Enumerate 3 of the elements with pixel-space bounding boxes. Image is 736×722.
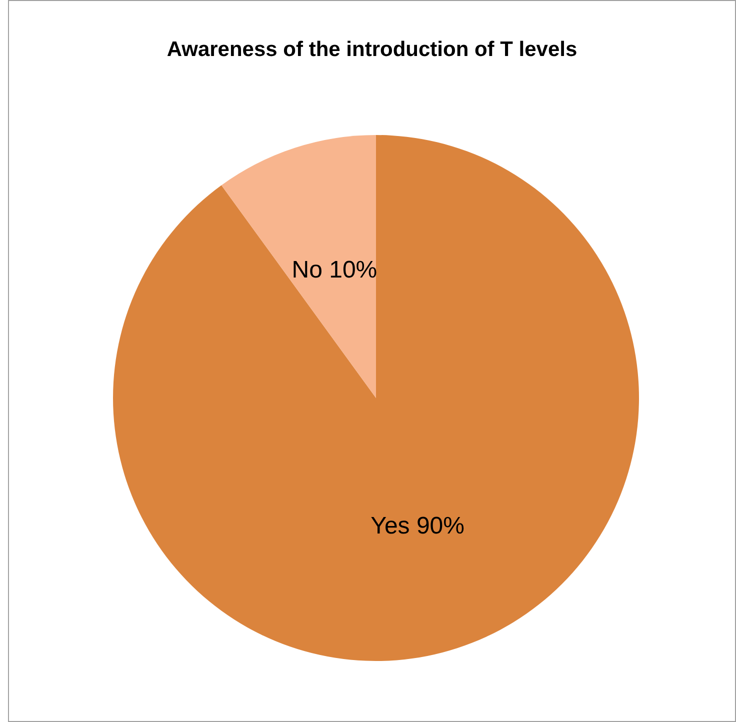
- chart-title: Awareness of the introduction of T levels: [166, 38, 578, 61]
- slice-label: No 10%: [292, 256, 378, 284]
- slice-label: Yes 90%: [370, 512, 464, 540]
